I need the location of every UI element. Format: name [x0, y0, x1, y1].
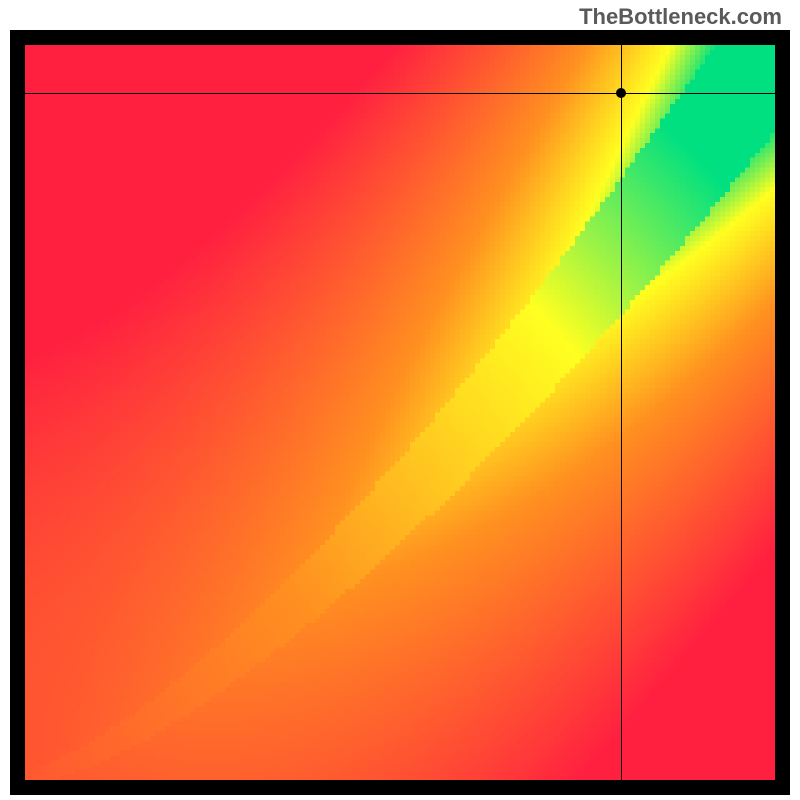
chart-frame — [10, 30, 790, 795]
crosshair-horizontal — [25, 93, 775, 94]
crosshair-dot — [616, 88, 626, 98]
attribution-text: TheBottleneck.com — [579, 4, 782, 30]
chart-plot-area — [25, 45, 775, 780]
heatmap-canvas — [25, 45, 775, 780]
crosshair-vertical — [621, 45, 622, 780]
